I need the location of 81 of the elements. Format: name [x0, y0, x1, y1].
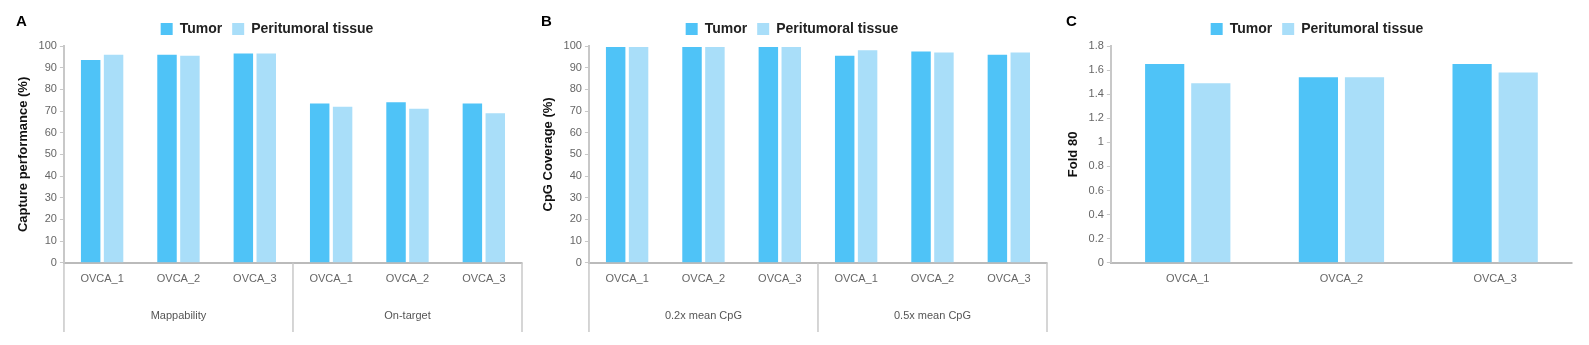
x-tick-label: OVCA_2: [681, 272, 726, 285]
bar: [1452, 64, 1492, 263]
chart-title: A: [16, 11, 27, 29]
y-tick-label: 0: [50, 255, 57, 268]
legend-label: Tumor: [1229, 19, 1273, 36]
x-tick-label: OVCA_3: [758, 272, 802, 285]
x-tick-label: OVCA_2: [385, 272, 430, 285]
x-tick-label: OVCA_1: [80, 272, 124, 285]
bar: [485, 113, 506, 263]
y-tick-label: 1.4: [1088, 87, 1104, 100]
y-tick-label: 1.2: [1088, 111, 1104, 124]
y-tick-label: 30: [569, 190, 582, 203]
y-tick-label: 100: [563, 39, 582, 52]
y-tick-label: 70: [569, 104, 582, 117]
y-tick-label: 0.4: [1088, 207, 1104, 220]
y-tick-label: 1.6: [1088, 63, 1104, 76]
y-tick-label: 1.8: [1088, 39, 1104, 52]
y-tick-label: 40: [44, 169, 57, 182]
x-tick-label: OVCA_3: [1473, 272, 1517, 285]
legend-label: Peritumoral tissue: [251, 19, 374, 36]
text: 0.5x mean CpG: [893, 309, 972, 322]
y-axis-title: CpG Coverage (%): [540, 97, 556, 212]
bar: [332, 106, 353, 263]
y-tick-label: 50: [44, 147, 57, 160]
bar: [80, 60, 101, 263]
bar: [157, 54, 177, 263]
y-tick-label: 60: [569, 125, 582, 138]
bar: [233, 53, 254, 263]
bar: [1344, 77, 1385, 263]
y-tick-label: 20: [44, 212, 57, 225]
bar: [1145, 64, 1185, 263]
y-tick-label: 10: [569, 234, 582, 247]
y-tick-label: 90: [44, 60, 57, 73]
x-tick-label: OVCA_1: [1166, 272, 1210, 285]
y-tick-label: 10: [44, 234, 57, 247]
y-axis-title: Fold 80: [1065, 131, 1081, 178]
bar: [256, 53, 276, 263]
chart-title: C: [1066, 11, 1077, 29]
y-tick-label: 60: [44, 125, 57, 138]
y-tick-label: 40: [569, 169, 582, 182]
bar: [309, 103, 330, 263]
bar: [180, 55, 200, 263]
y-tick-label: 30: [44, 190, 57, 203]
y-tick-label: 0: [575, 255, 582, 268]
x-tick-label: OVCA_2: [910, 272, 955, 285]
legend-label: Peritumoral tissue: [1301, 19, 1424, 36]
x-tick-label: OVCA_3: [462, 272, 506, 285]
text: Mappability: [150, 309, 207, 322]
legend-label: Peritumoral tissue: [776, 19, 899, 36]
y-tick-label: 70: [44, 104, 57, 117]
x-tick-label: OVCA_1: [605, 272, 649, 285]
x-tick-label: OVCA_1: [834, 272, 878, 285]
y-tick-label: 20: [569, 212, 582, 225]
y-tick-label: 1: [1097, 135, 1104, 148]
y-tick-label: 0.2: [1088, 231, 1104, 244]
x-tick-label: OVCA_2: [1319, 272, 1364, 285]
bar: [462, 103, 483, 263]
y-tick-label: 80: [44, 82, 57, 95]
y-tick-label: 80: [569, 82, 582, 95]
bar: [1498, 72, 1538, 263]
y-tick-label: 100: [38, 39, 57, 52]
x-tick-label: OVCA_3: [987, 272, 1031, 285]
text: On-target: [384, 309, 431, 322]
y-tick-label: 90: [569, 60, 582, 73]
y-tick-label: 0.8: [1088, 159, 1104, 172]
x-tick-label: OVCA_1: [309, 272, 353, 285]
y-tick-label: 0: [1097, 255, 1104, 268]
text: 0.2x mean CpG: [664, 309, 742, 322]
legend-label: Tumor: [179, 19, 223, 36]
bar: [1191, 83, 1231, 263]
x-tick-label: OVCA_2: [156, 272, 201, 285]
bar: [1298, 77, 1338, 263]
bar: [103, 54, 124, 263]
chart-title: B: [541, 11, 552, 29]
y-tick-label: 50: [569, 147, 582, 160]
bar: [386, 102, 406, 263]
legend-label: Tumor: [704, 19, 748, 36]
x-tick-label: OVCA_3: [233, 272, 277, 285]
y-axis-title: Capture performance (%): [15, 76, 31, 233]
y-tick-label: 0.6: [1088, 183, 1104, 196]
bar: [409, 108, 429, 263]
